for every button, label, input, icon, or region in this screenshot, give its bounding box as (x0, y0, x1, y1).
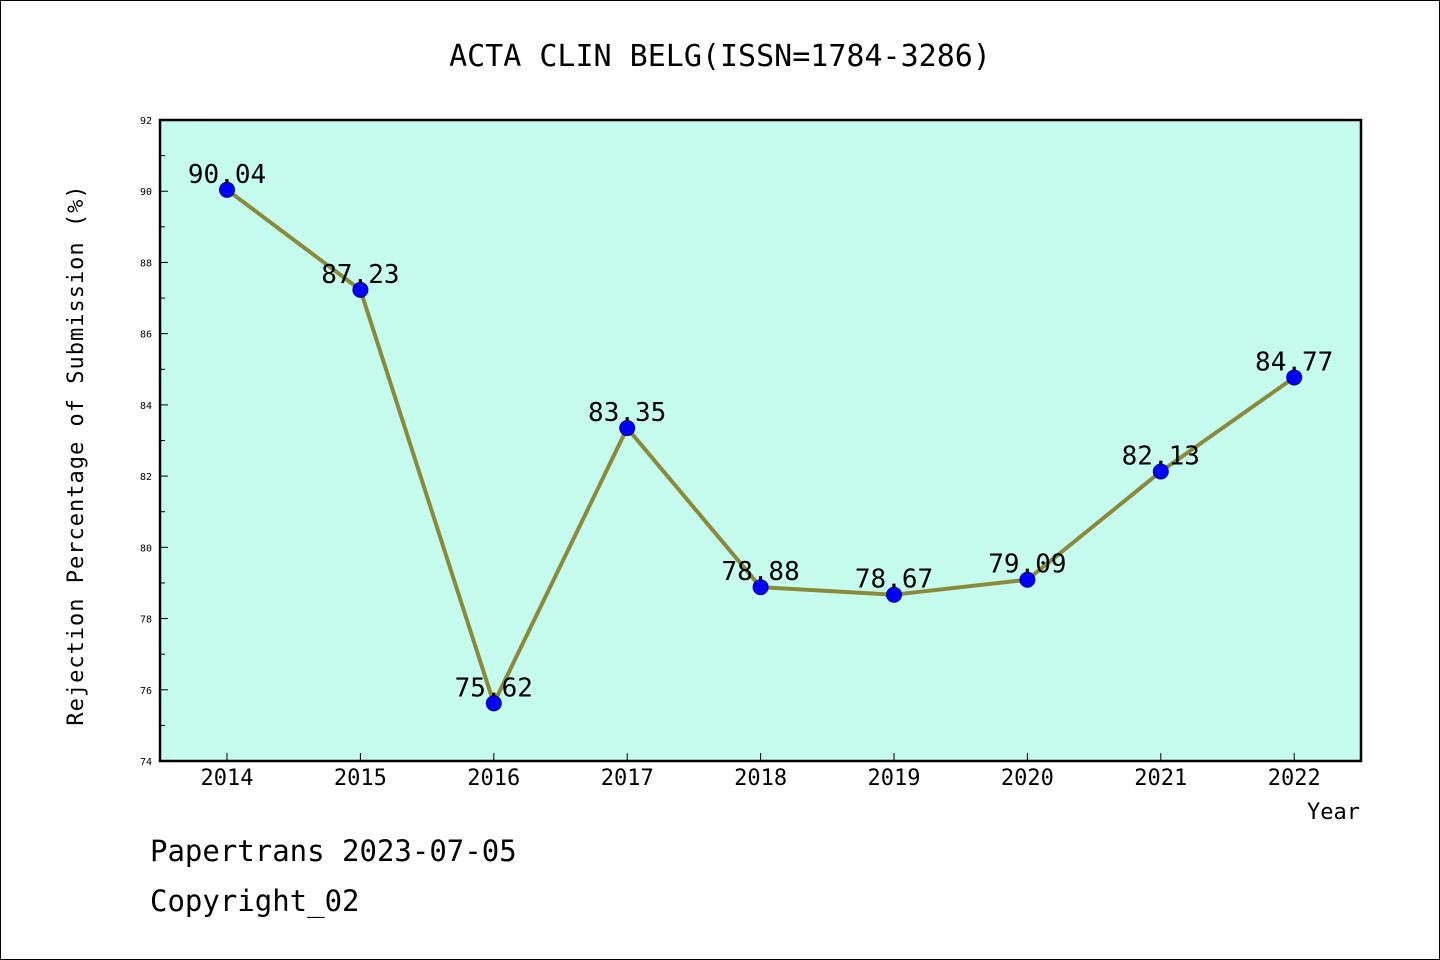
plot-area (158, 118, 1363, 763)
y-tick-label: 74 (140, 757, 152, 768)
x-tick-label: 2021 (1134, 766, 1187, 791)
data-label: 78.67 (855, 565, 933, 595)
data-point-marker (1286, 369, 1303, 386)
y-axis-label: Rejection Percentage of Submission (%) (64, 184, 89, 725)
y-tick-label: 76 (140, 686, 152, 697)
data-point-marker (352, 281, 369, 298)
x-tick-label: 2014 (201, 766, 254, 791)
data-point-marker (1019, 571, 1036, 588)
x-tick-label: 2020 (1001, 766, 1054, 791)
data-label: 90.04 (188, 160, 266, 190)
data-label: 82.13 (1122, 441, 1200, 471)
y-tick-label: 82 (140, 472, 152, 483)
x-tick-label: 2018 (734, 766, 787, 791)
series-layer: 90.04 87.23 75.62 83.35 78.88 78.67 79.09 82.13… (188, 160, 1333, 712)
y-axis: 74 76 78 80 82 84 86 88 90 92 (140, 116, 168, 768)
x-tick-label: 2015 (334, 766, 387, 791)
data-label: 79.09 (988, 550, 1066, 580)
x-axis-label: Year (1307, 800, 1360, 825)
x-tick-label: 2022 (1268, 766, 1321, 791)
data-label: 84.77 (1255, 347, 1333, 377)
y-tick-label: 84 (140, 401, 152, 412)
footer-date: Papertrans 2023-07-05 (150, 834, 517, 868)
data-point-marker (619, 420, 636, 437)
chart-title: ACTA CLIN BELG(ISSN=1784-3286) (449, 39, 991, 74)
data-point-marker (886, 586, 902, 603)
y-tick-label: 90 (140, 187, 152, 198)
x-tick-label: 2016 (467, 766, 520, 791)
data-label: 78.88 (721, 557, 799, 587)
y-tick-label: 80 (140, 543, 152, 554)
x-tick-label: 2019 (868, 766, 921, 791)
y-tick-label: 86 (140, 330, 152, 341)
y-tick-label: 78 (140, 615, 152, 626)
data-point-marker (219, 181, 235, 198)
x-tick-label: 2017 (601, 766, 654, 791)
data-label: 75.62 (455, 673, 533, 703)
data-point-marker (1152, 463, 1169, 480)
x-axis: 2014 2015 2016 2017 2018 2019 2020 2021 2022 (201, 753, 1321, 791)
data-label: 87.23 (321, 260, 399, 290)
data-point-marker (485, 695, 502, 712)
data-label: 83.35 (588, 398, 666, 428)
y-tick-label: 92 (140, 116, 152, 127)
y-tick-label: 88 (140, 258, 152, 269)
data-point-marker (752, 579, 769, 596)
footer-copyright: Copyright_02 (150, 884, 360, 918)
